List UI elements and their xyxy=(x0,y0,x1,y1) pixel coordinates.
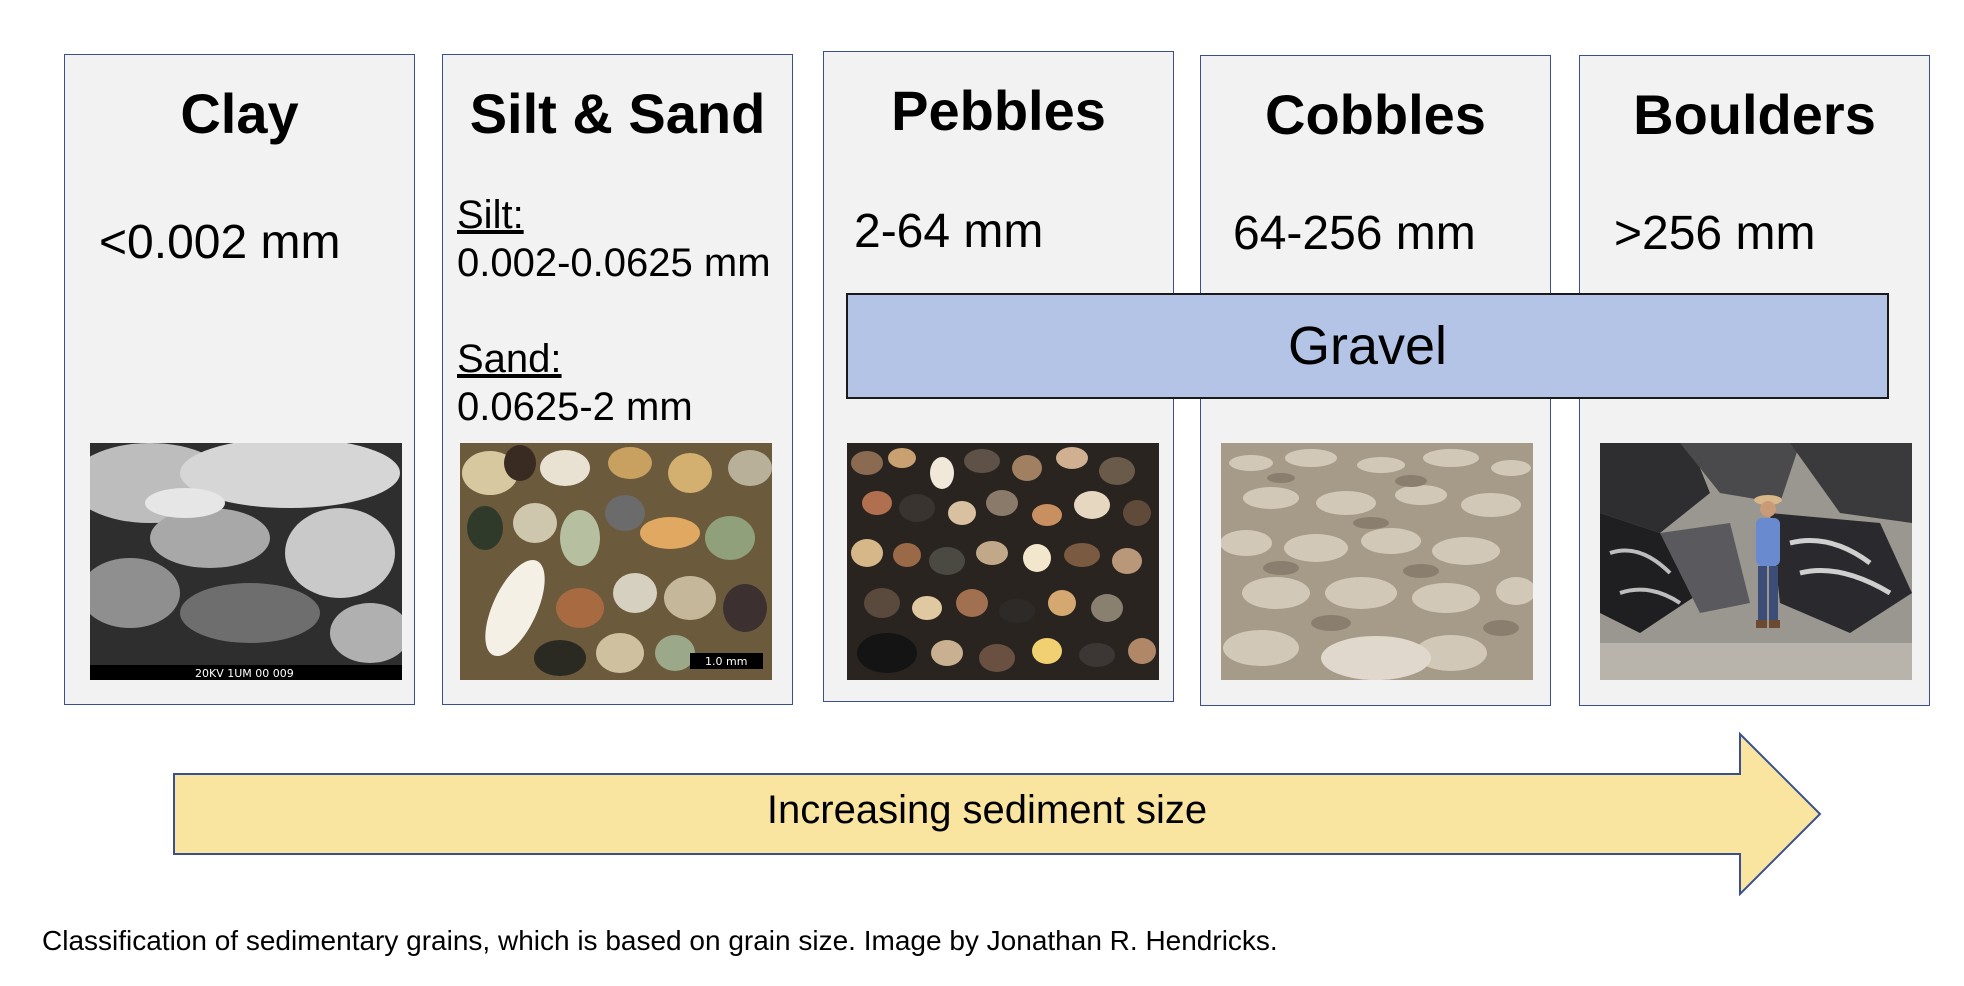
cobbles-image xyxy=(1221,443,1533,680)
svg-text:20KV 1UM 00 009: 20KV 1UM 00 009 xyxy=(195,667,294,680)
panel-title: Boulders xyxy=(1633,83,1876,146)
panel-title: Pebbles xyxy=(891,79,1106,142)
boulders-image xyxy=(1600,443,1912,680)
panel-title: Silt & Sand xyxy=(469,82,766,145)
arrow-label: Increasing sediment size xyxy=(766,788,1208,832)
panel-title: Cobbles xyxy=(1265,83,1486,146)
sand-grains-image: 1.0 mm xyxy=(460,443,772,680)
figure-caption: Classification of sedimentary grains, wh… xyxy=(42,925,1278,956)
gravel-banner: Gravel xyxy=(846,293,1889,399)
size-range: 64-256 mm xyxy=(1233,207,1476,260)
gravel-label: Gravel xyxy=(1287,316,1448,376)
sand-range: 0.0625-2 mm xyxy=(457,385,693,429)
size-range: <0.002 mm xyxy=(99,216,341,269)
size-range: >256 mm xyxy=(1614,207,1816,260)
size-arrow xyxy=(173,732,1822,896)
sand-label: Sand: xyxy=(457,337,562,381)
silt-range: 0.002-0.0625 mm xyxy=(457,241,771,285)
panel-title: Clay xyxy=(180,82,299,145)
panel-silt-sand: Silt & Sand Silt: 0.002-0.0625 mm Sand: … xyxy=(442,54,793,705)
clay-sem-image: 20KV 1UM 00 009 xyxy=(90,443,402,680)
size-range: 2-64 mm xyxy=(854,205,1044,258)
scale-bar-label: 1.0 mm xyxy=(705,655,747,668)
pebbles-image xyxy=(847,443,1159,680)
panel-clay: Clay <0.002 mm 20KV 1UM 00 009 xyxy=(64,54,415,705)
silt-label: Silt: xyxy=(457,193,524,237)
